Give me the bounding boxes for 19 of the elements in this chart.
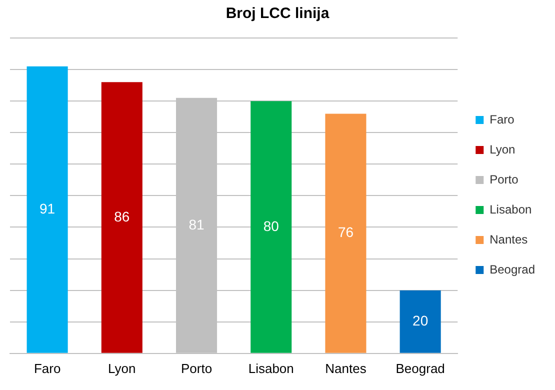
legend-label: Nantes [490,232,528,246]
data-label: 20 [412,312,428,328]
x-tick-label: Porto [180,360,212,376]
legend-label: Faro [490,112,515,126]
x-tick-label: Beograd [396,360,445,376]
data-label: 81 [188,216,205,232]
data-label: 91 [40,200,56,216]
legend-label: Porto [490,172,519,186]
data-label: 76 [338,224,354,240]
x-tick-label: Lyon [108,360,136,376]
legend-label: Beograd [490,262,536,276]
legend-label: Lyon [490,142,516,156]
x-tick-label: Lisabon [248,360,294,376]
data-label: 86 [114,208,130,224]
legend-label: Lisabon [490,202,532,216]
x-tick-label: Faro [34,360,61,376]
data-label: 80 [263,218,280,234]
chart-title: Broj LCC linija [226,5,330,22]
x-tick-label: Nantes [325,360,367,376]
